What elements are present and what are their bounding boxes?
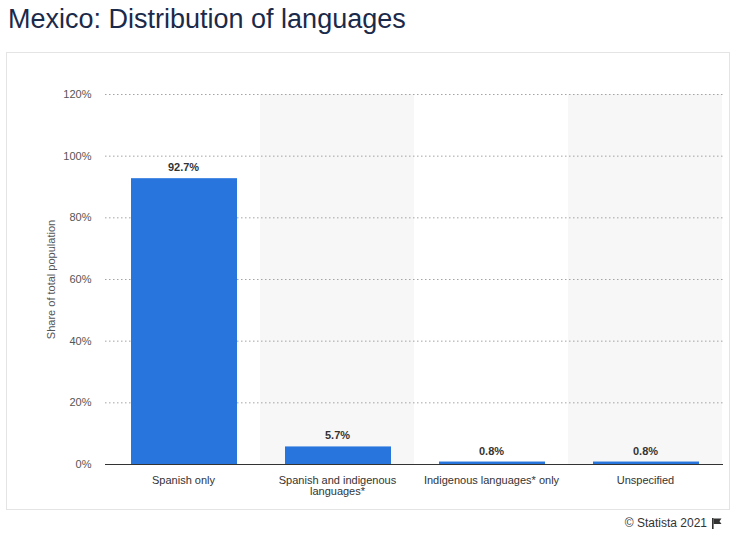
svg-text:20%: 20% [69,396,91,408]
svg-text:40%: 40% [69,335,91,347]
svg-text:120%: 120% [63,88,91,100]
svg-text:0.8%: 0.8% [633,445,658,457]
svg-text:Spanish and indigenouslanguage: Spanish and indigenouslanguages* [279,474,397,497]
svg-text:80%: 80% [69,211,91,223]
svg-text:Spanish only: Spanish only [152,474,215,486]
svg-text:92.7%: 92.7% [168,161,199,173]
svg-text:0.8%: 0.8% [479,445,504,457]
svg-text:0%: 0% [76,458,92,470]
svg-text:Share of total population: Share of total population [45,220,57,339]
svg-text:Indigenous languages* only: Indigenous languages* only [424,474,560,486]
svg-text:100%: 100% [63,150,91,162]
html-text:© Statista 2021: © Statista 2021 [624,516,707,530]
svg-text:5.7%: 5.7% [325,429,350,441]
svg-text:60%: 60% [69,273,91,285]
html-text:Mexico: Distribution of langua: Mexico: Distribution of languages [8,4,406,34]
svg-text:Unspecified: Unspecified [617,474,674,486]
